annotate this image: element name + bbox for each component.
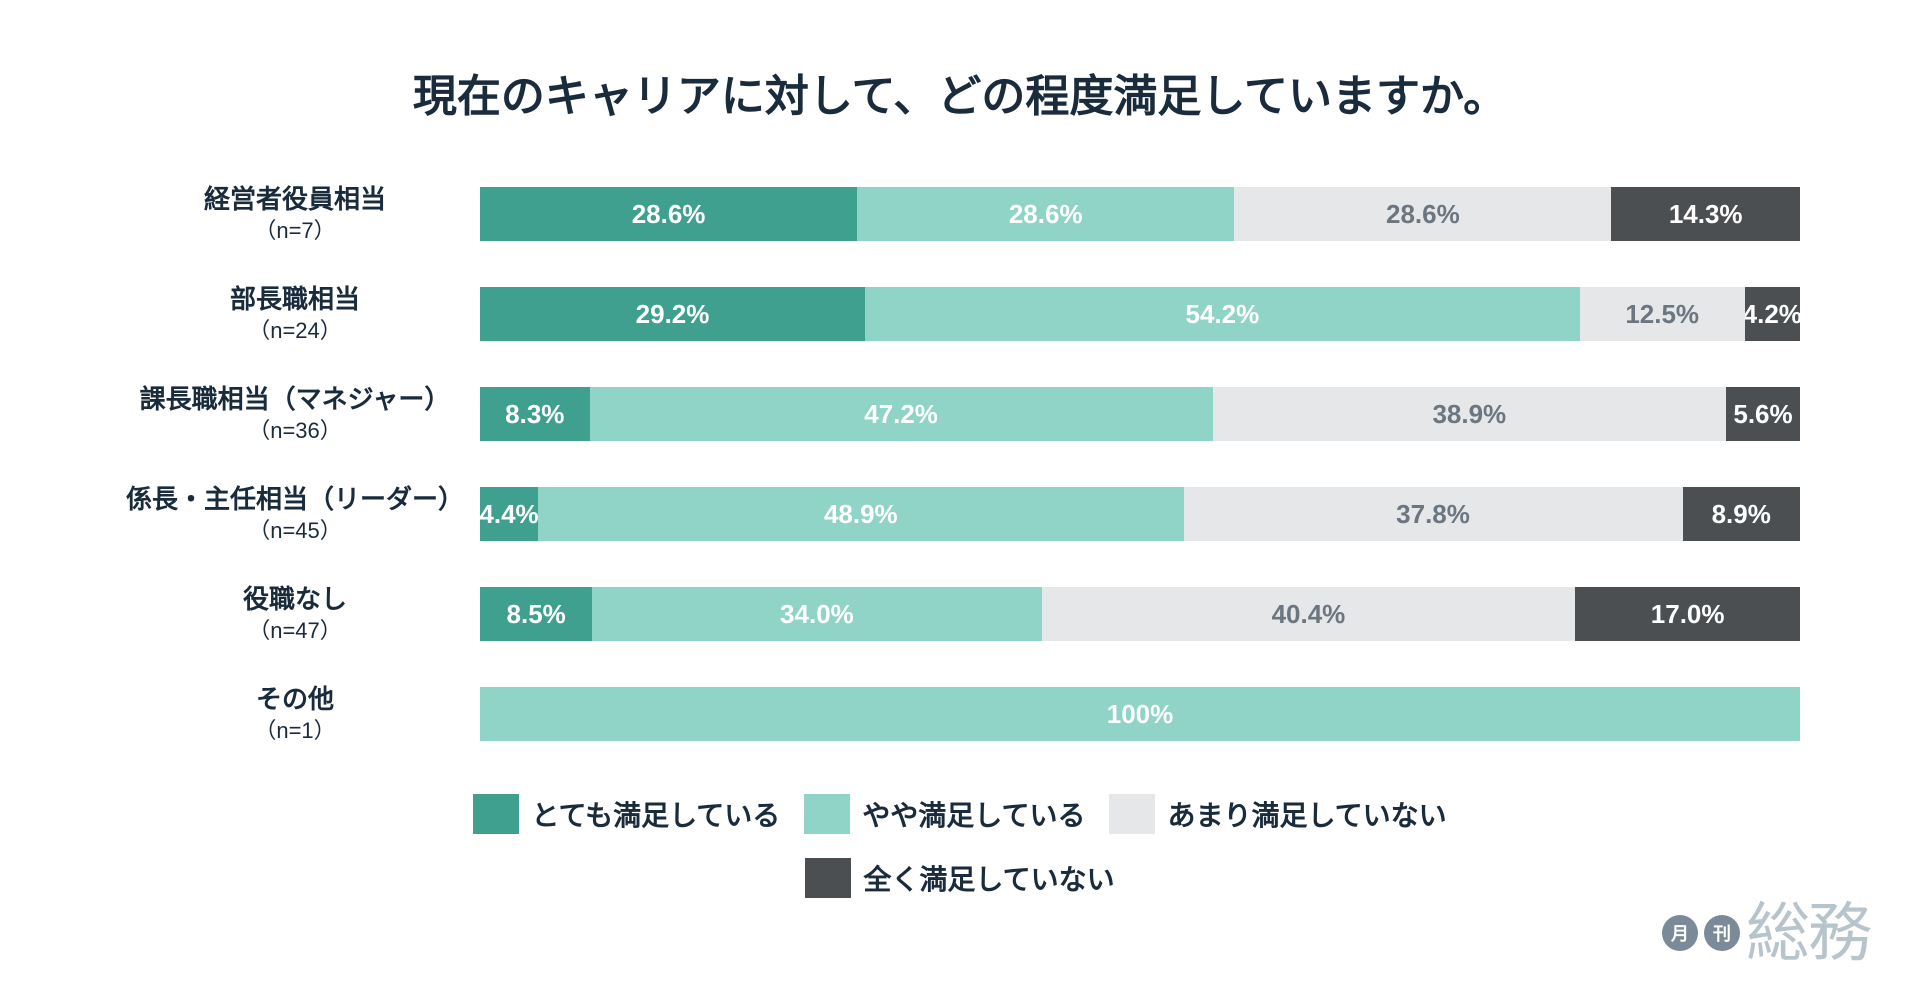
legend-label: 全く満足していない bbox=[863, 858, 1114, 898]
row-label: 役職なし（n=47） bbox=[120, 583, 480, 645]
stacked-bar: 8.3%47.2%38.9%5.6% bbox=[480, 387, 1800, 441]
stacked-bar: 28.6%28.6%28.6%14.3% bbox=[480, 187, 1800, 241]
bar-segment-very_satisfied: 8.5% bbox=[480, 587, 592, 641]
row-label-sub: （n=36） bbox=[120, 417, 470, 446]
legend-label: やや満足している bbox=[862, 794, 1085, 834]
chart-title: 現在のキャリアに対して、どの程度満足していますか。 bbox=[80, 60, 1840, 124]
bar-segment-somewhat_satisfied: 48.9% bbox=[538, 487, 1183, 541]
chart-row: 経営者役員相当（n=7）28.6%28.6%28.6%14.3% bbox=[120, 174, 1800, 254]
chart-row: 係長・主任相当（リーダー）（n=45）4.4%48.9%37.8%8.9% bbox=[120, 474, 1800, 554]
row-label-sub: （n=45） bbox=[120, 517, 470, 546]
bar-segment-not_very_satisfied: 28.6% bbox=[1234, 187, 1611, 241]
bar-segment-not_very_satisfied: 37.8% bbox=[1184, 487, 1683, 541]
bar-segment-somewhat_satisfied: 28.6% bbox=[857, 187, 1234, 241]
stacked-bar: 4.4%48.9%37.8%8.9% bbox=[480, 487, 1800, 541]
row-label-sub: （n=47） bbox=[120, 617, 470, 646]
chart-row: 役職なし（n=47）8.5%34.0%40.4%17.0% bbox=[120, 574, 1800, 654]
row-label-main: 経営者役員相当 bbox=[120, 183, 470, 217]
legend-label: あまり満足していない bbox=[1167, 794, 1446, 834]
bar-segment-somewhat_satisfied: 47.2% bbox=[590, 387, 1213, 441]
bar-segment-very_satisfied: 28.6% bbox=[480, 187, 857, 241]
chart-row: 部長職相当（n=24）29.2%54.2%12.5%4.2% bbox=[120, 274, 1800, 354]
bar-segment-not_satisfied: 5.6% bbox=[1726, 387, 1800, 441]
bar-segment-not_satisfied: 14.3% bbox=[1611, 187, 1800, 241]
chart-row: その他（n=1）100% bbox=[120, 674, 1800, 754]
bar-segment-somewhat_satisfied: 54.2% bbox=[865, 287, 1580, 341]
row-label-main: 係長・主任相当（リーダー） bbox=[120, 483, 470, 517]
legend-item-not_satisfied: 全く満足していない bbox=[805, 858, 1114, 898]
row-label: その他（n=1） bbox=[120, 683, 480, 745]
bar-segment-not_very_satisfied: 12.5% bbox=[1580, 287, 1745, 341]
legend-swatch bbox=[1109, 794, 1155, 834]
legend-item-very_satisfied: とても満足している bbox=[473, 794, 780, 834]
row-label: 経営者役員相当（n=7） bbox=[120, 183, 480, 245]
logo-text: 総務 bbox=[1746, 901, 1870, 965]
row-label-sub: （n=1） bbox=[120, 717, 470, 746]
bar-segment-not_very_satisfied: 40.4% bbox=[1042, 587, 1576, 641]
bar-segment-not_satisfied: 8.9% bbox=[1683, 487, 1800, 541]
row-label: 部長職相当（n=24） bbox=[120, 283, 480, 345]
legend-swatch bbox=[804, 794, 850, 834]
legend-swatch bbox=[473, 794, 519, 834]
row-label-sub: （n=24） bbox=[120, 317, 470, 346]
chart-area: 経営者役員相当（n=7）28.6%28.6%28.6%14.3%部長職相当（n=… bbox=[120, 174, 1800, 754]
logo-circle-2: 刊 bbox=[1704, 915, 1740, 951]
bar-segment-very_satisfied: 4.4% bbox=[480, 487, 538, 541]
stacked-bar: 8.5%34.0%40.4%17.0% bbox=[480, 587, 1800, 641]
row-label-main: 役職なし bbox=[120, 583, 470, 617]
row-label-main: 課長職相当（マネジャー） bbox=[120, 383, 470, 417]
bar-segment-somewhat_satisfied: 34.0% bbox=[592, 587, 1041, 641]
bar-segment-very_satisfied: 8.3% bbox=[480, 387, 590, 441]
row-label: 課長職相当（マネジャー）（n=36） bbox=[120, 383, 480, 445]
legend-item-somewhat_satisfied: やや満足している bbox=[804, 794, 1085, 834]
legend-item-not_very_satisfied: あまり満足していない bbox=[1109, 794, 1446, 834]
bar-segment-somewhat_satisfied: 100% bbox=[480, 687, 1800, 741]
stacked-bar: 29.2%54.2%12.5%4.2% bbox=[480, 287, 1800, 341]
logo-circle-1: 月 bbox=[1662, 915, 1698, 951]
row-label: 係長・主任相当（リーダー）（n=45） bbox=[120, 483, 480, 545]
stacked-bar: 100% bbox=[480, 687, 1800, 741]
bar-segment-not_very_satisfied: 38.9% bbox=[1213, 387, 1726, 441]
chart-row: 課長職相当（マネジャー）（n=36）8.3%47.2%38.9%5.6% bbox=[120, 374, 1800, 454]
bar-segment-not_satisfied: 17.0% bbox=[1575, 587, 1800, 641]
legend: とても満足している やや満足している あまり満足していない全く満足していない bbox=[460, 794, 1460, 898]
legend-label: とても満足している bbox=[531, 794, 780, 834]
publication-logo: 月 刊 総務 bbox=[1662, 901, 1870, 965]
legend-swatch bbox=[805, 858, 851, 898]
row-label-main: その他 bbox=[120, 683, 470, 717]
bar-segment-not_satisfied: 4.2% bbox=[1745, 287, 1800, 341]
row-label-main: 部長職相当 bbox=[120, 283, 470, 317]
bar-segment-very_satisfied: 29.2% bbox=[480, 287, 865, 341]
row-label-sub: （n=7） bbox=[120, 217, 470, 246]
